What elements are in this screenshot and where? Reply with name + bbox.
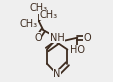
- Text: O: O: [83, 33, 90, 43]
- Text: CH₃: CH₃: [40, 10, 58, 20]
- Text: CH₃: CH₃: [29, 3, 47, 13]
- Text: O: O: [34, 33, 41, 43]
- Text: NH: NH: [49, 33, 64, 43]
- Text: N: N: [53, 69, 60, 79]
- Text: HO: HO: [69, 45, 84, 55]
- Text: CH₃: CH₃: [19, 19, 37, 29]
